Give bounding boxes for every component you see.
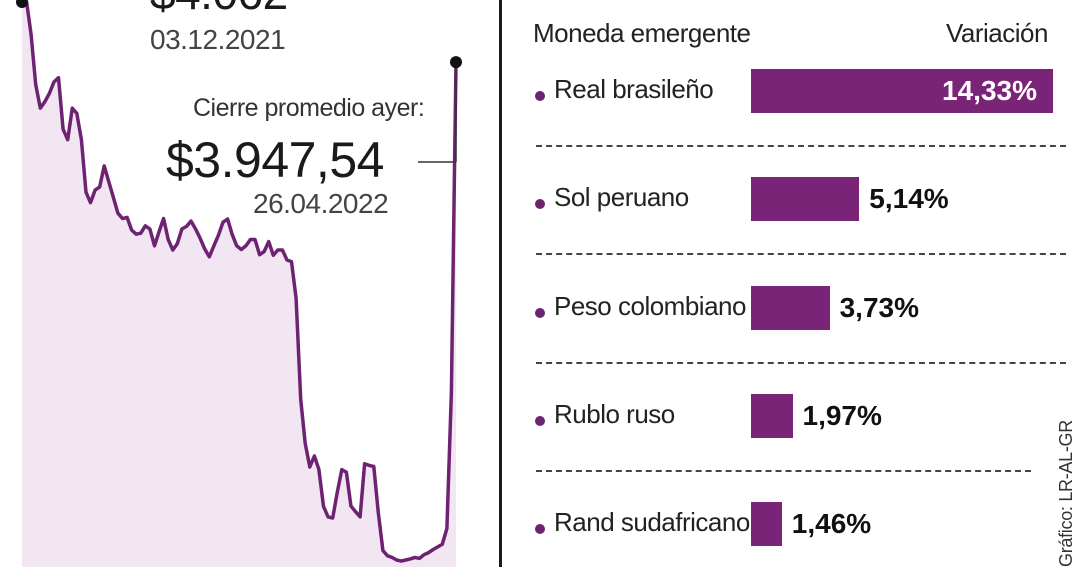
- bar: [751, 502, 782, 546]
- start-value-label: $4.062: [150, 0, 288, 16]
- row-separator: [536, 470, 1031, 472]
- category-label: Rublo ruso: [554, 399, 675, 429]
- bar-row: Peso colombiano 3,73%: [530, 281, 1070, 341]
- row-separator: [536, 362, 1066, 364]
- line-series: [22, 0, 458, 563]
- category-label: Real brasileño: [554, 74, 714, 104]
- close-value: $3.947,54: [166, 132, 384, 188]
- bar: [751, 177, 860, 221]
- start-date-label: 03.12.2021: [150, 24, 286, 55]
- bullet-icon: [535, 199, 545, 209]
- value-label: 14,33%: [942, 75, 1037, 106]
- end-point-marker: [450, 56, 462, 69]
- graphic-credit: Gráfico: LR-AL-GR: [1056, 420, 1076, 567]
- exchange-rate-line-chart: [16, 0, 462, 567]
- close-label: Cierre promedio ayer:: [193, 94, 425, 122]
- row-separator: [536, 145, 1066, 147]
- value-label: 1,97%: [802, 400, 882, 431]
- category-label: Peso colombiano: [554, 291, 746, 321]
- bar-row: Rublo ruso 1,97%: [530, 389, 1070, 449]
- bar-row: Rand sudafricano 1,46%: [530, 497, 1070, 557]
- bullet-icon: [535, 524, 545, 534]
- category-label: Sol peruano: [554, 182, 689, 212]
- bar: [751, 394, 793, 438]
- header-currency: Moneda emergente: [533, 18, 751, 48]
- category-label: Rand sudafricano: [554, 507, 750, 537]
- bar-row: Real brasileño 14,33%: [530, 64, 1070, 124]
- value-label: 1,46%: [791, 508, 872, 539]
- line-area-fill: [22, 2, 456, 567]
- value-label: 3,73%: [839, 292, 919, 323]
- close-date: 26.04.2022: [253, 188, 389, 219]
- header-variation: Variación: [946, 18, 1048, 48]
- value-label: 5,14%: [869, 183, 949, 214]
- start-point-marker: [16, 0, 28, 8]
- bar: [751, 69, 1053, 113]
- row-separator: [536, 253, 1066, 255]
- panel-divider: [499, 0, 502, 567]
- bullet-icon: [535, 416, 545, 426]
- bar: [751, 286, 830, 330]
- bullet-icon: [535, 91, 545, 101]
- bullet-icon: [535, 308, 545, 318]
- bar-row: Sol peruano 5,14%: [530, 172, 1070, 232]
